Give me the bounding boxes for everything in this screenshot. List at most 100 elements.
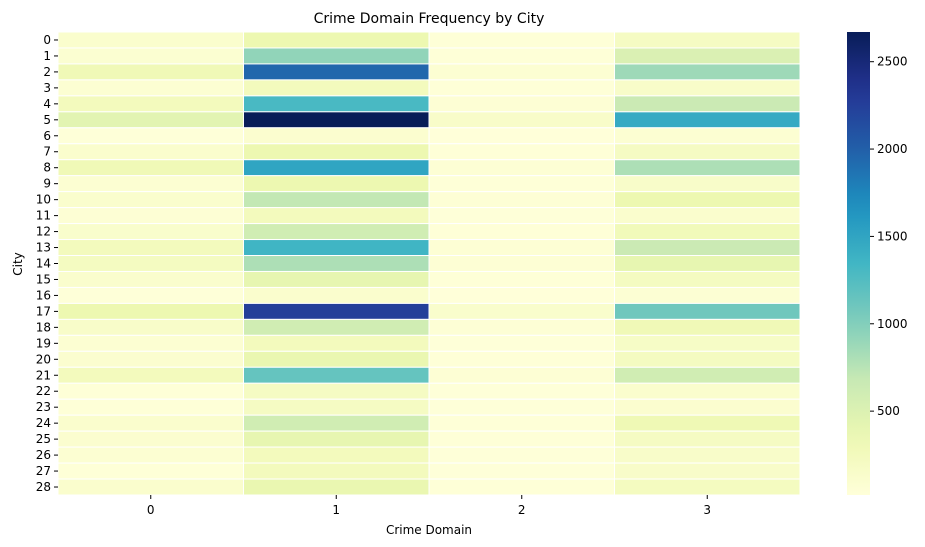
heatmap-cell <box>428 318 615 336</box>
colorbar-ticks: 500 1000 1500 2000 2500 <box>870 55 908 418</box>
heatmap-cell <box>243 111 430 129</box>
heatmap-cell <box>57 430 244 448</box>
heatmap-cell <box>614 382 801 400</box>
y-tick-label: 27 <box>36 464 51 478</box>
y-tick-label: 17 <box>36 304 51 318</box>
heatmap-cell <box>57 270 244 288</box>
heatmap-cell <box>428 31 615 49</box>
heatmap-cell <box>243 47 430 65</box>
colorbar <box>847 32 870 495</box>
heatmap-cell <box>57 79 244 97</box>
y-tick-label: 6 <box>43 129 51 143</box>
colorbar-tick-label: 2000 <box>877 142 908 156</box>
heatmap-cell <box>243 270 430 288</box>
heatmap-cell <box>614 302 801 320</box>
heatmap-cell <box>243 159 430 177</box>
heatmap-cell <box>243 318 430 336</box>
heatmap-cell <box>428 239 615 257</box>
y-tick-label: 12 <box>36 225 51 239</box>
heatmap-cell <box>57 302 244 320</box>
colorbar-tick-label: 1000 <box>877 317 908 331</box>
heatmap-cell <box>57 127 244 145</box>
heatmap-cell <box>428 302 615 320</box>
heatmap-cell <box>428 127 615 145</box>
heatmap-cell <box>614 430 801 448</box>
y-tick-label: 18 <box>36 320 51 334</box>
heatmap-cell <box>614 255 801 272</box>
heatmap-cell <box>57 255 244 272</box>
heatmap-cell <box>57 382 244 400</box>
heatmap-cell <box>614 63 801 81</box>
y-tick-label: 1 <box>43 49 51 63</box>
heatmap-cell <box>57 175 244 193</box>
y-axis-ticks: 0123456789101112131415161718192021222324… <box>36 33 58 494</box>
heatmap-cell <box>57 398 244 416</box>
heatmap-cell <box>57 207 244 225</box>
heatmap-cell <box>57 286 244 304</box>
heatmap-cell <box>428 143 615 161</box>
heatmap-cell <box>243 207 430 225</box>
y-tick-label: 7 <box>43 145 51 159</box>
heatmap-cell <box>243 350 430 368</box>
heatmap-cell <box>428 382 615 400</box>
y-tick-label: 25 <box>36 432 51 446</box>
heatmap-cell <box>614 239 801 257</box>
heatmap-cell <box>614 398 801 416</box>
y-tick-label: 16 <box>36 288 51 302</box>
y-tick-label: 24 <box>36 416 51 430</box>
heatmap-cell <box>57 111 244 129</box>
heatmap-cell <box>57 239 244 257</box>
heatmap-cell <box>614 462 801 480</box>
heatmap-cell <box>428 79 615 97</box>
heatmap-cell <box>57 334 244 352</box>
heatmap-cell <box>428 159 615 177</box>
heatmap-cell <box>243 366 430 384</box>
heatmap-cell <box>57 462 244 480</box>
y-tick-label: 9 <box>43 177 51 191</box>
y-tick-label: 26 <box>36 448 51 462</box>
x-tick-label: 2 <box>518 503 526 517</box>
heatmap-cell <box>428 223 615 241</box>
heatmap-cell <box>428 366 615 384</box>
y-tick-label: 0 <box>43 33 51 47</box>
y-tick-label: 23 <box>36 400 51 414</box>
heatmap-cell <box>614 446 801 464</box>
heatmap-cell <box>243 446 430 464</box>
heatmap-cell <box>243 255 430 272</box>
heatmap-cell <box>243 31 430 49</box>
y-tick-label: 2 <box>43 65 51 79</box>
heatmap-cell <box>57 143 244 161</box>
heatmap-cell <box>428 414 615 432</box>
y-tick-label: 22 <box>36 384 51 398</box>
y-tick-label: 21 <box>36 368 51 382</box>
heatmap-cell <box>57 318 244 336</box>
heatmap-cell <box>614 47 801 65</box>
heatmap-cell <box>428 255 615 272</box>
heatmap-cell <box>243 239 430 257</box>
heatmap-cell <box>428 111 615 129</box>
heatmap-cell <box>243 191 430 209</box>
heatmap-cell <box>243 286 430 304</box>
x-axis-ticks: 0 1 2 3 <box>147 495 711 517</box>
heatmap-cell <box>614 223 801 241</box>
heatmap-cell <box>428 286 615 304</box>
heatmap-cell <box>57 95 244 113</box>
heatmap-cell <box>243 430 430 448</box>
y-tick-label: 10 <box>36 193 51 207</box>
y-tick-label: 13 <box>36 241 51 255</box>
heatmap-cell <box>428 334 615 352</box>
y-tick-label: 8 <box>43 161 51 175</box>
heatmap-cell <box>614 111 801 129</box>
heatmap-cell <box>243 462 430 480</box>
heatmap-cell <box>614 414 801 432</box>
heatmap-cell <box>614 127 801 145</box>
heatmap-cell <box>614 478 801 496</box>
heatmap-cell <box>428 191 615 209</box>
heatmap-cell <box>243 63 430 81</box>
heatmap-cell <box>614 31 801 49</box>
heatmap-cell <box>243 175 430 193</box>
heatmap-cell <box>243 334 430 352</box>
x-tick-label: 0 <box>147 503 155 517</box>
y-tick-label: 20 <box>36 352 51 366</box>
